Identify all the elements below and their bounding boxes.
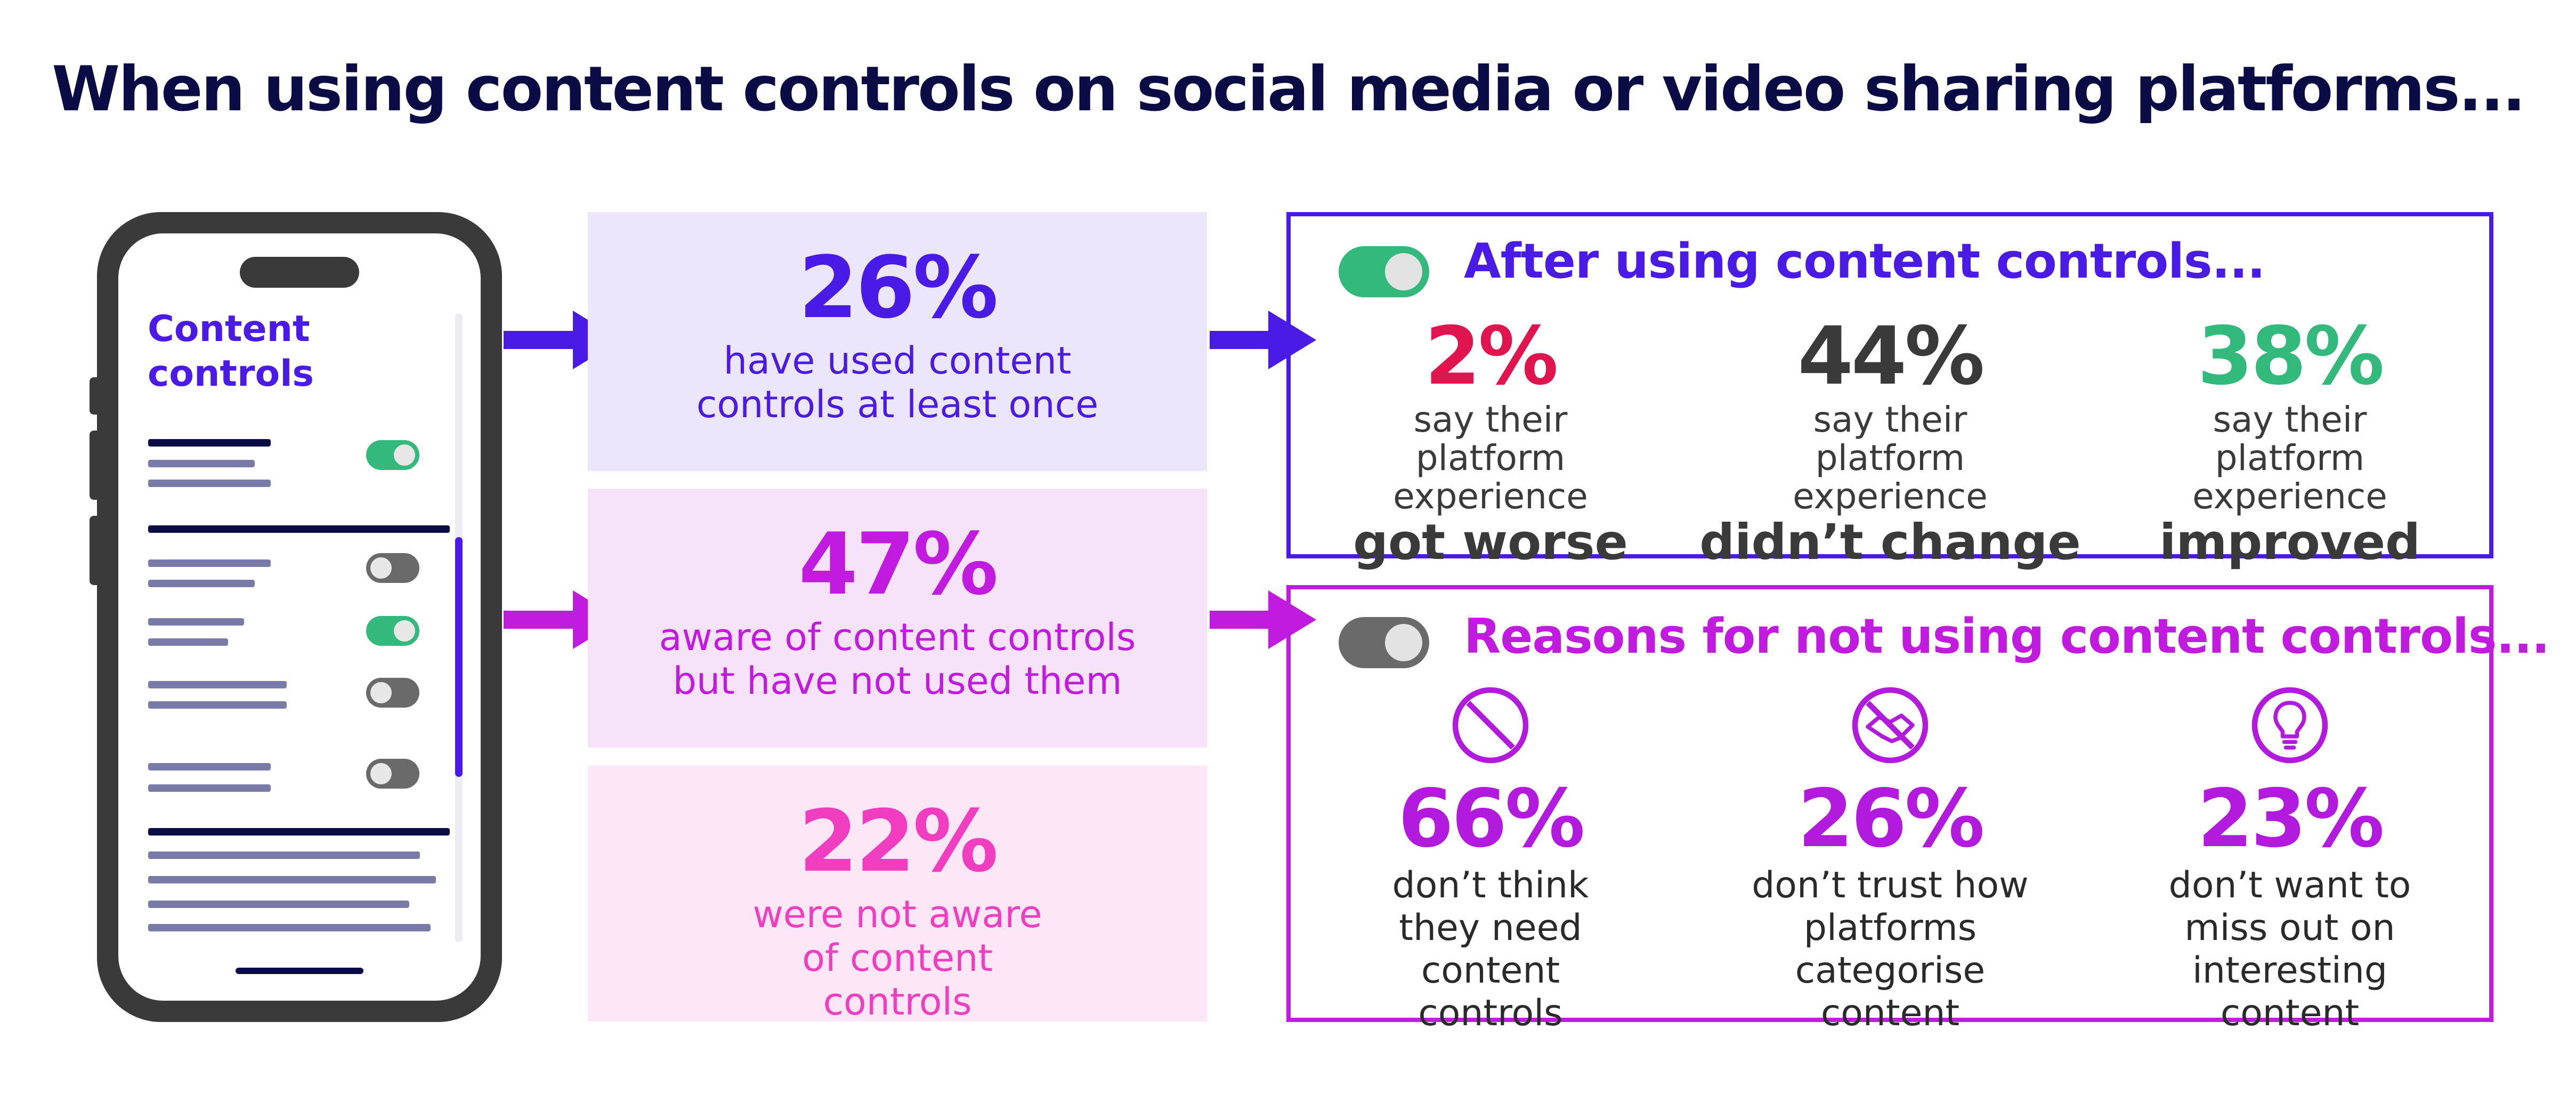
reason-no-trust: 26% don’t trust how platforms categorise…: [1690, 685, 2090, 1035]
stat-value: 2%: [1424, 310, 1559, 403]
reason-fomo: 23% don’t want to miss out on interestin…: [2090, 685, 2490, 1035]
toggle-switch: [366, 616, 419, 646]
stat-label: don’t want to miss out on interesting co…: [2168, 864, 2411, 1034]
placeholder-line: [148, 460, 255, 467]
toggle-on-icon: [1339, 246, 1429, 297]
awareness-box-aware: 47% aware of content controls but have n…: [588, 489, 1207, 748]
placeholder-line: [148, 559, 271, 567]
phone-illustration: Content controls: [90, 212, 502, 1022]
stat-label: don’t think they need content controls: [1392, 864, 1589, 1034]
stat-emphasis: improved: [2159, 514, 2421, 571]
stat-label: aware of content controls but have not u…: [659, 615, 1136, 703]
reasons-panel: Reasons for not using content controls..…: [1286, 585, 2550, 1034]
reason-not-needed: 66% don’t think they need content contro…: [1291, 685, 1690, 1035]
after-stat-no-change: 44% say their platform experience didn’t…: [1690, 317, 2090, 569]
placeholder-line: [148, 763, 271, 770]
placeholder-line: [148, 439, 271, 447]
arrow-right-icon: [1210, 590, 1316, 649]
stat-value: 26%: [1797, 773, 1984, 865]
stat-emphasis: didn’t change: [1699, 514, 2081, 571]
after-using-panel: After using content controls... 2% say t…: [1286, 212, 2493, 569]
stat-label: don’t trust how platforms categorise con…: [1752, 864, 2029, 1034]
phone-side-button: [90, 516, 101, 585]
stat-value: 23%: [2197, 773, 2384, 865]
placeholder-line: [148, 618, 244, 626]
stat-label: were not aware of content controls: [752, 893, 1042, 1024]
placeholder-line: [148, 901, 409, 908]
phone-side-button: [90, 377, 101, 415]
stat-value: 47%: [798, 514, 999, 614]
phone-side-button: [90, 431, 101, 500]
stat-label: say their platform experience: [2192, 399, 2387, 517]
toggle-switch: [366, 759, 419, 789]
placeholder-line: [148, 638, 228, 646]
placeholder-line: [148, 876, 436, 883]
placeholder-line: [148, 784, 271, 792]
after-stat-worse: 2% say their platform experience got wor…: [1291, 317, 1690, 569]
stat-label: have used content controls at least once: [696, 339, 1099, 426]
after-stat-improved: 38% say their platform experience improv…: [2090, 317, 2490, 569]
phone-scroll-thumb: [455, 537, 463, 777]
stat-emphasis: got worse: [1353, 514, 1628, 571]
placeholder-divider: [148, 525, 450, 533]
placeholder-line: [148, 701, 287, 709]
after-using-heading: After using content controls...: [1464, 233, 2265, 289]
awareness-box-used: 26% have used content controls at least …: [588, 212, 1207, 471]
placeholder-divider: [148, 828, 450, 836]
prohibited-icon: [1452, 687, 1529, 764]
toggle-switch: [366, 440, 419, 470]
stat-value: 22%: [798, 791, 999, 891]
awareness-box-unaware: 22% were not aware of content controls: [588, 766, 1207, 1024]
stat-value: 44%: [1797, 310, 1984, 403]
stat-value: 38%: [2197, 310, 2384, 403]
toggle-switch: [366, 678, 419, 708]
toggle-off-icon: [1339, 617, 1429, 668]
placeholder-line: [148, 851, 420, 859]
placeholder-line: [148, 924, 431, 931]
no-handshake-icon: [1852, 687, 1929, 764]
reasons-heading: Reasons for not using content controls..…: [1464, 609, 2550, 664]
lightbulb-icon: [2251, 687, 2328, 764]
placeholder-line: [148, 580, 255, 587]
stat-value: 26%: [798, 238, 999, 337]
stat-value: 66%: [1398, 773, 1585, 865]
placeholder-line: [148, 681, 287, 688]
phone-notch: [240, 257, 359, 288]
phone-home-bar: [236, 968, 363, 974]
stat-label: say their platform experience: [1793, 399, 1988, 517]
phone-heading: Content controls: [148, 308, 314, 395]
arrow-right-icon: [1210, 311, 1316, 369]
page-title: When using content controls on social me…: [52, 53, 2525, 125]
toggle-switch: [366, 553, 419, 583]
phone-screen: Content controls: [118, 233, 481, 1001]
stat-label: say their platform experience: [1393, 399, 1588, 517]
placeholder-line: [148, 480, 271, 487]
